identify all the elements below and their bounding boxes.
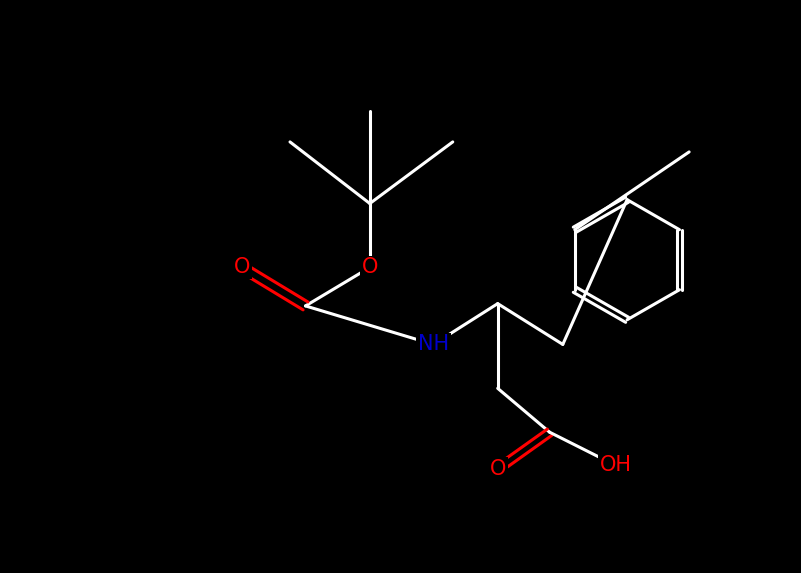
Text: OH: OH <box>599 456 631 476</box>
Text: O: O <box>361 257 378 277</box>
Text: O: O <box>234 257 250 277</box>
Text: O: O <box>489 459 506 479</box>
Text: NH: NH <box>418 335 449 355</box>
